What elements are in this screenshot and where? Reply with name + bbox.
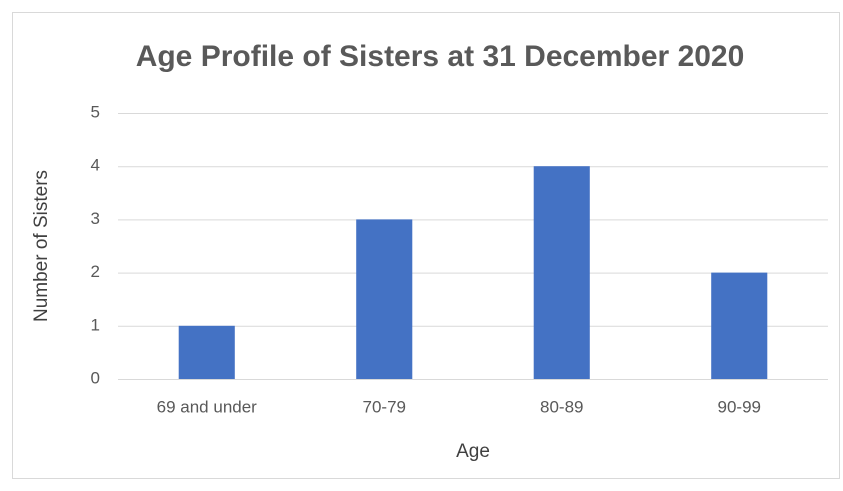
y-tick-label: 4 bbox=[91, 156, 100, 175]
bar bbox=[711, 272, 768, 379]
y-axis-title: Number of Sisters bbox=[31, 170, 52, 322]
bar bbox=[533, 166, 590, 379]
x-tick-label: 80-89 bbox=[540, 397, 583, 416]
x-tick-label: 90-99 bbox=[718, 397, 761, 416]
x-tick-label: 69 and under bbox=[157, 397, 258, 416]
x-axis-title: Age bbox=[456, 441, 490, 462]
y-tick-label: 3 bbox=[91, 209, 100, 228]
chart-border bbox=[12, 12, 840, 479]
y-tick-label: 5 bbox=[91, 102, 100, 121]
y-tick-label: 1 bbox=[91, 315, 100, 334]
y-tick-label: 0 bbox=[91, 368, 100, 387]
y-tick-label: 2 bbox=[91, 262, 100, 281]
chart-title: Age Profile of Sisters at 31 December 20… bbox=[136, 40, 745, 73]
bar bbox=[356, 219, 413, 379]
bar bbox=[178, 325, 235, 379]
x-tick-label: 70-79 bbox=[363, 397, 406, 416]
